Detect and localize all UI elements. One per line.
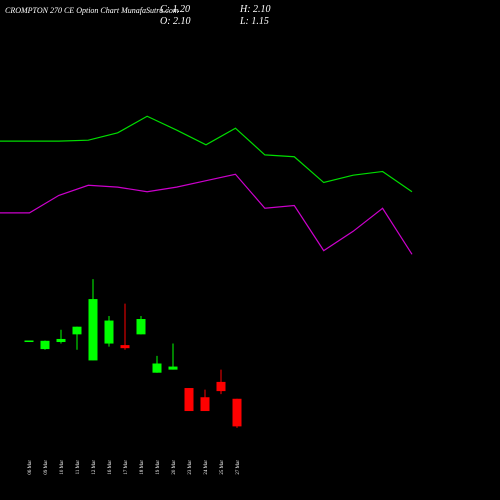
high-label: H: 2.10 xyxy=(239,4,271,15)
close-label: C: 1.20 xyxy=(160,4,190,15)
candle-body xyxy=(24,340,34,343)
x-tick-label: 12 Mar xyxy=(92,460,97,475)
x-tick-label: 09 Mar xyxy=(44,460,49,475)
candle-body xyxy=(200,397,210,412)
x-tick-label: 27 Mar xyxy=(236,460,241,475)
candle-body xyxy=(184,388,194,412)
candle-body xyxy=(136,319,146,335)
candle-body xyxy=(232,398,242,427)
candle-body xyxy=(40,340,50,350)
candle-body xyxy=(120,345,130,349)
x-tick-label: 06 Mar xyxy=(28,460,33,475)
x-tick-label: 19 Mar xyxy=(156,460,161,475)
chart-title: CROMPTON 270 CE Option Chart MunafaSutra… xyxy=(5,6,179,15)
candle-body xyxy=(56,338,66,343)
x-tick-label: 24 Mar xyxy=(204,460,209,475)
indicator-line xyxy=(0,115,413,193)
x-tick-label: 18 Mar xyxy=(140,460,145,475)
x-tick-label: 16 Mar xyxy=(108,460,113,475)
x-tick-label: 17 Mar xyxy=(124,460,129,475)
candle-body xyxy=(104,320,114,344)
indicator-line xyxy=(0,173,413,255)
x-tick-label: 10 Mar xyxy=(60,460,65,475)
candle-body xyxy=(72,326,82,335)
x-tick-label: 23 Mar xyxy=(188,460,193,475)
open-label: O: 2.10 xyxy=(160,16,191,27)
low-label: L: 1.15 xyxy=(239,16,269,27)
candle-body xyxy=(88,299,98,361)
x-tick-label: 20 Mar xyxy=(172,460,177,475)
candle-body xyxy=(216,381,226,392)
x-tick-label: 11 Mar xyxy=(76,460,81,475)
candle-body xyxy=(152,363,162,373)
candle-body xyxy=(168,366,178,370)
x-tick-label: 25 Mar xyxy=(220,460,225,475)
